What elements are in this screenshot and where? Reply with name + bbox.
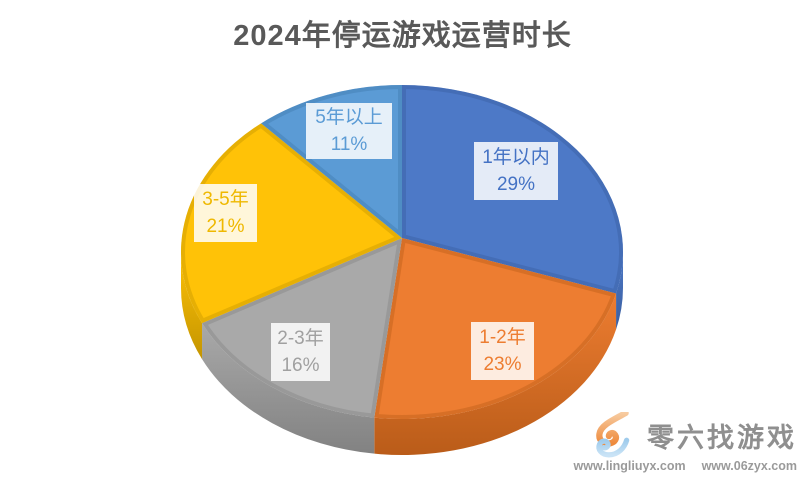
- pie-slice-side-2: [202, 323, 375, 454]
- pie-slice-bevel-2: [202, 238, 402, 418]
- slice-label-text: 5年以上: [315, 107, 383, 128]
- watermark-brand-row: 零六找游戏: [586, 412, 797, 458]
- flame-swirl-logo-icon: [596, 412, 630, 458]
- watermark-brand-text: 零六找游戏: [647, 422, 797, 453]
- pie-slice-top-3: [180, 123, 402, 324]
- slice-label-pct: 11%: [330, 134, 368, 155]
- slice-label-box-4: 5年以上 11%: [306, 103, 392, 159]
- slice-label-box-3: 3-5年 21%: [194, 184, 257, 242]
- pie-slice-bevel-0: [402, 85, 623, 294]
- pie-slice-bevel-4: [261, 85, 402, 238]
- watermark-url-left: www.lingliuyx.com: [573, 459, 686, 473]
- slice-label-text: 1-2年: [479, 327, 526, 348]
- chart-title: 2024年停运游戏运营时长: [233, 20, 572, 52]
- watermark-urls-row: www.lingliuyx.com www.06zyx.com: [574, 459, 797, 473]
- pie-slice-bevel-1: [374, 238, 617, 420]
- slice-label-pct: 21%: [206, 216, 245, 237]
- slice-label-text: 3-5年: [202, 189, 249, 210]
- slice-label-pct: 23%: [483, 354, 522, 375]
- pie-slice-side-3: [181, 252, 203, 360]
- slice-label-box-0: 1年以内 29%: [474, 142, 558, 200]
- watermark-url-right: www.06zyx.com: [701, 459, 797, 473]
- pie-slice-side-1: [374, 293, 617, 456]
- watermark: 零六找游戏 www.lingliuyx.com www.06zyx.com: [574, 412, 797, 473]
- swirl-stroke: [596, 437, 630, 458]
- slice-label-box-2: 2-3年 16%: [271, 323, 330, 381]
- slice-label-text: 2-3年: [277, 328, 324, 349]
- pie-slice-side-0: [616, 252, 623, 330]
- slice-label-box-1: 1-2年 23%: [471, 322, 534, 380]
- slice-label-pct: 29%: [496, 174, 536, 195]
- slice-label-pct: 16%: [281, 355, 320, 376]
- slice-label-text: 1年以内: [482, 147, 550, 168]
